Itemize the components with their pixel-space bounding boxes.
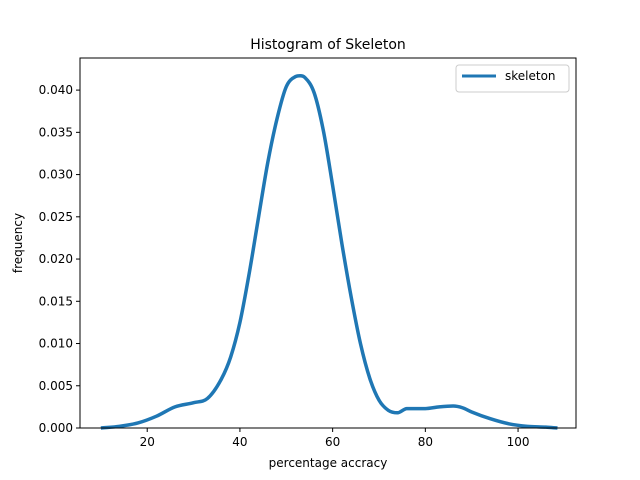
- y-axis-label: frequency: [11, 213, 25, 273]
- series-layer: [100, 73, 558, 430]
- y-tick-label: 0.040: [39, 83, 73, 97]
- y-tick-label: 0.010: [39, 337, 73, 351]
- plot-area: [80, 58, 576, 428]
- x-tick-label: 80: [418, 435, 433, 449]
- legend-box: [455, 64, 570, 93]
- y-tick-label: 0.005: [39, 379, 73, 393]
- y-axis-ticks: 0.000 0.005 0.010 0.015 0.020 0.025 0.030 0.035…: [39, 83, 80, 435]
- y-tick-label: 0.030: [39, 168, 73, 182]
- x-axis-ticks: 20 40 60 80 100: [140, 428, 530, 449]
- chart-title: Histogram of Skeleton: [250, 37, 406, 53]
- y-tick-label: 0.020: [39, 252, 73, 266]
- series-line-skeleton: [100, 73, 558, 430]
- legend: skeleton: [455, 64, 570, 93]
- legend-label: skeleton: [505, 69, 556, 83]
- x-tick-label: 100: [507, 435, 530, 449]
- axes-frame: [79, 57, 577, 429]
- y-tick-label: 0.035: [39, 125, 73, 139]
- y-tick-label: 0.000: [39, 421, 73, 435]
- x-tick-label: 60: [325, 435, 340, 449]
- x-tick-label: 40: [232, 435, 247, 449]
- y-tick-label: 0.015: [39, 294, 73, 308]
- y-tick-label: 0.025: [39, 210, 73, 224]
- x-tick-label: 20: [140, 435, 155, 449]
- x-axis-label: percentage accracy: [269, 456, 388, 470]
